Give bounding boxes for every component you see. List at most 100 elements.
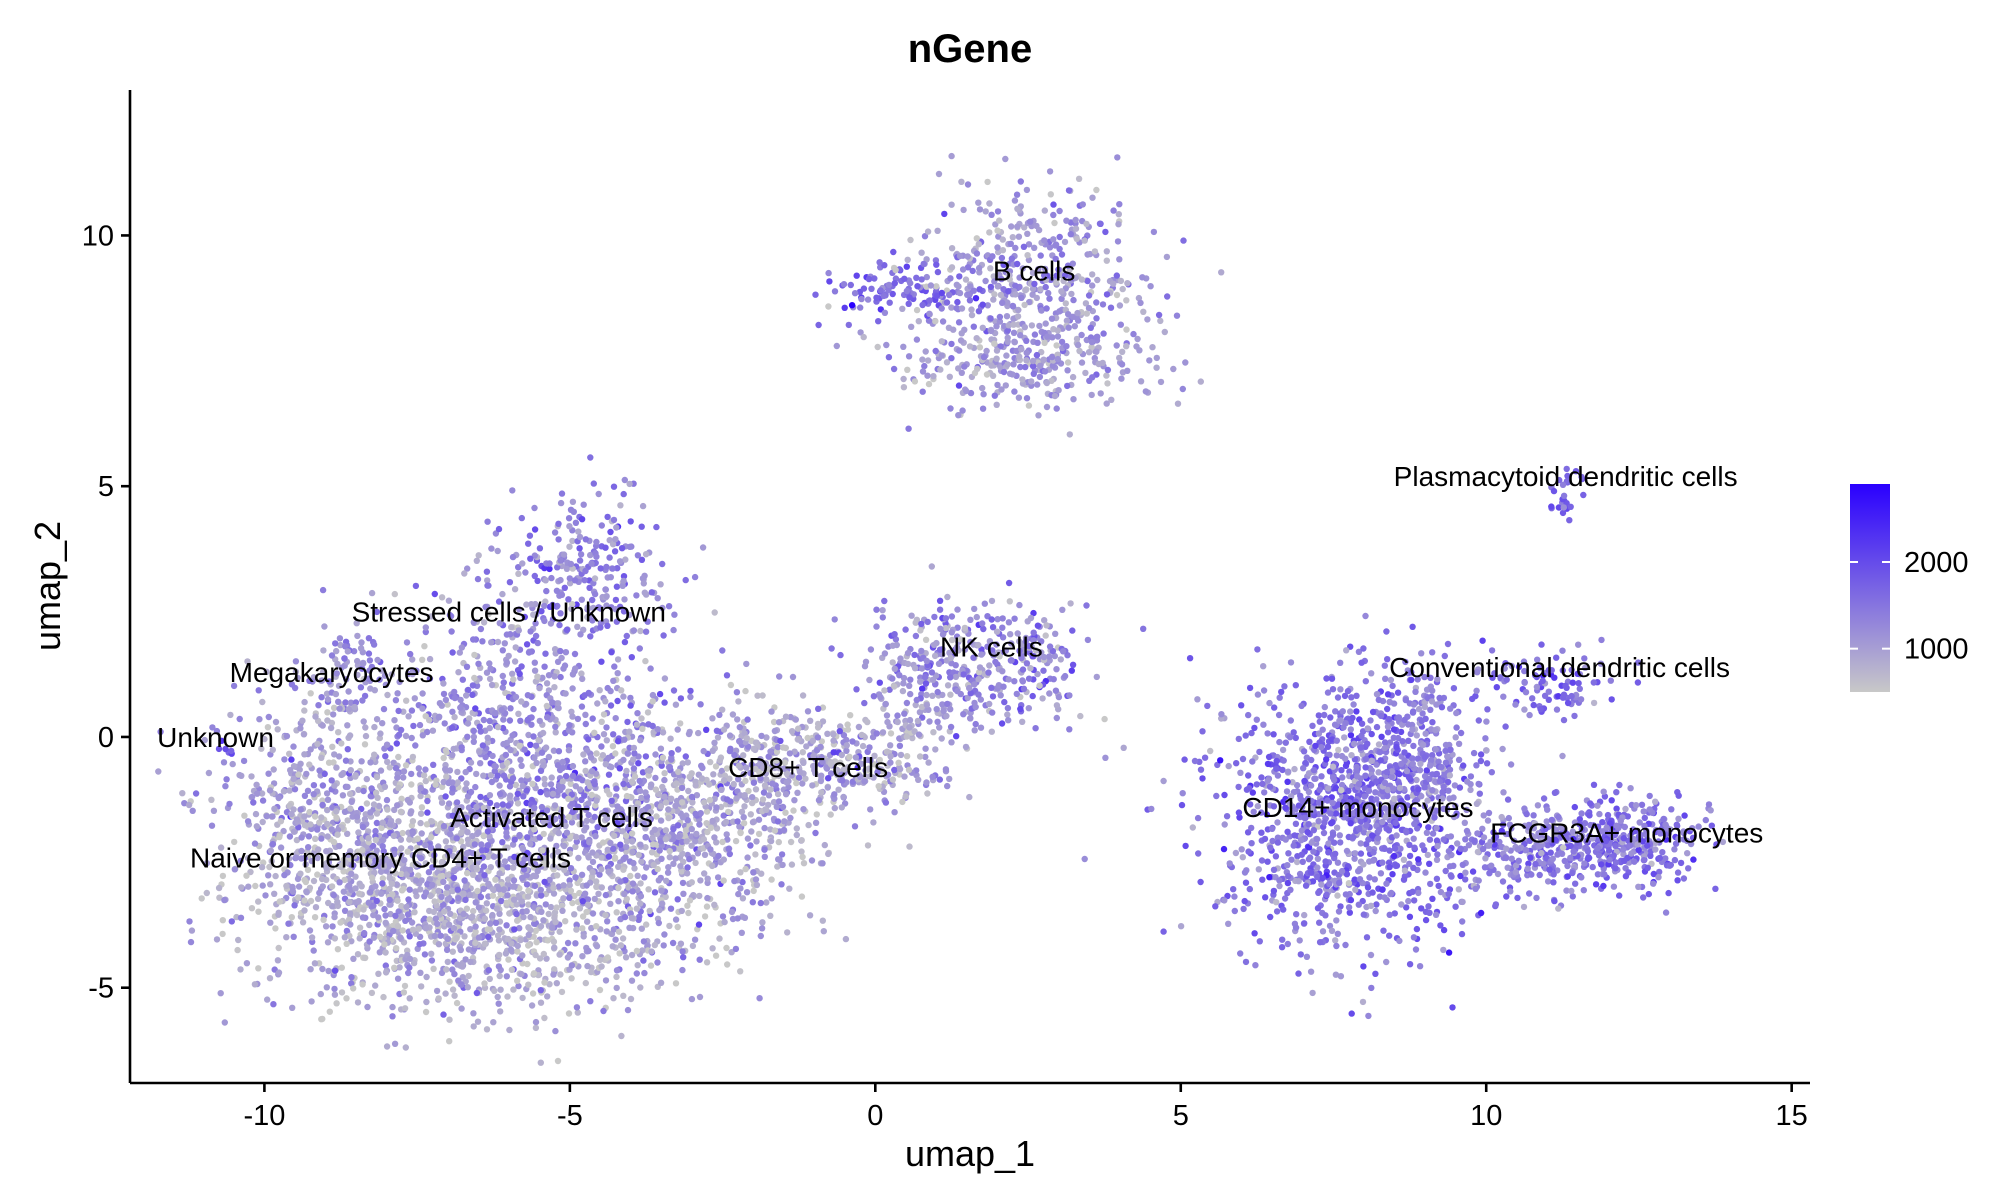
scatter-point xyxy=(555,883,562,890)
scatter-point xyxy=(866,676,873,684)
scatter-point xyxy=(787,838,795,846)
scatter-point xyxy=(607,702,615,709)
scatter-point xyxy=(332,640,339,647)
scatter-point xyxy=(305,844,312,851)
scatter-point xyxy=(551,944,558,951)
scatter-point xyxy=(621,890,628,898)
scatter-point xyxy=(419,690,426,697)
scatter-point xyxy=(482,907,490,914)
scatter-point xyxy=(1084,636,1092,644)
scatter-point xyxy=(782,713,790,720)
scatter-point xyxy=(621,736,628,743)
scatter-point xyxy=(577,631,584,638)
scatter-point xyxy=(333,764,340,771)
scatter-point xyxy=(345,882,353,889)
scatter-point xyxy=(821,841,828,849)
scatter-point xyxy=(350,955,357,962)
scatter-point xyxy=(470,727,477,735)
scatter-point xyxy=(486,724,493,732)
scatter-point xyxy=(629,848,636,856)
scatter-point xyxy=(777,737,784,745)
scatter-point xyxy=(372,883,379,890)
scatter-point xyxy=(922,680,930,687)
scatter-point xyxy=(988,728,995,735)
scatter-point xyxy=(838,804,845,811)
scatter-point xyxy=(587,998,594,1005)
scatter-point xyxy=(403,871,410,878)
scatter-point xyxy=(323,860,330,867)
scatter-point xyxy=(395,784,402,791)
scatter-point xyxy=(899,798,906,806)
scatter-point xyxy=(410,722,417,730)
scatter-point xyxy=(1033,294,1041,302)
scatter-point xyxy=(544,937,551,944)
scatter-point xyxy=(534,639,541,647)
scatter-point xyxy=(465,972,472,980)
scatter-point xyxy=(192,790,200,797)
scatter-point xyxy=(393,945,400,952)
scatter-point xyxy=(550,971,557,978)
scatter-point xyxy=(488,639,495,646)
scatter-point xyxy=(912,632,920,640)
scatter-point xyxy=(553,904,560,911)
scatter-point xyxy=(415,872,422,879)
scatter-point xyxy=(973,613,980,621)
scatter-point xyxy=(334,946,342,953)
scatter-point xyxy=(387,910,394,918)
scatter-point xyxy=(271,890,278,897)
scatter-point xyxy=(580,501,587,508)
scatter-point xyxy=(380,705,388,713)
scatter-point xyxy=(316,767,323,774)
scatter-point xyxy=(598,866,605,873)
scatter-point xyxy=(623,767,630,775)
scatter-point xyxy=(695,729,702,737)
scatter-point xyxy=(1051,219,1058,227)
scatter-point xyxy=(380,848,387,855)
scatter-point xyxy=(557,673,564,681)
scatter-point xyxy=(608,649,615,656)
scatter-point xyxy=(994,208,1002,215)
scatter-point xyxy=(934,688,941,696)
scatter-point xyxy=(1001,698,1008,706)
scatter-point xyxy=(437,873,444,880)
scatter-point xyxy=(253,781,260,788)
scatter-point xyxy=(567,887,575,894)
scatter-point xyxy=(740,820,748,827)
scatter-point xyxy=(398,795,405,802)
scatter-point xyxy=(559,758,566,766)
scatter-point xyxy=(627,995,635,1003)
scatter-point xyxy=(719,913,727,920)
scatter-point xyxy=(386,885,393,892)
scatter-point xyxy=(373,847,380,854)
scatter-point xyxy=(767,912,774,919)
scatter-point xyxy=(1025,675,1033,682)
scatter-point xyxy=(295,883,303,890)
scatter-point xyxy=(721,918,728,926)
scatter-point xyxy=(587,754,595,761)
scatter-point xyxy=(678,799,686,806)
scatter-point xyxy=(502,950,510,957)
scatter-point xyxy=(569,685,576,692)
scatter-point xyxy=(215,884,223,892)
scatter-point xyxy=(494,772,501,779)
scatter-point xyxy=(598,522,605,529)
scatter-point xyxy=(544,993,551,1000)
scatter-point xyxy=(756,995,763,1002)
scatter-point xyxy=(354,632,361,640)
scatter-point xyxy=(537,987,544,994)
scatter-point xyxy=(591,895,598,903)
scatter-point xyxy=(565,747,573,754)
scatter-point xyxy=(1085,304,1093,312)
scatter-point xyxy=(359,823,367,831)
scatter-point xyxy=(362,724,369,731)
scatter-point xyxy=(778,881,785,888)
scatter-point xyxy=(752,786,760,793)
scatter-point xyxy=(277,844,285,851)
scatter-point xyxy=(879,607,886,614)
scatter-point xyxy=(591,575,599,582)
scatter-point xyxy=(512,693,520,701)
scatter-point xyxy=(610,995,617,1002)
scatter-point xyxy=(386,821,394,828)
scatter-point xyxy=(434,827,441,835)
scatter-point xyxy=(593,553,600,560)
